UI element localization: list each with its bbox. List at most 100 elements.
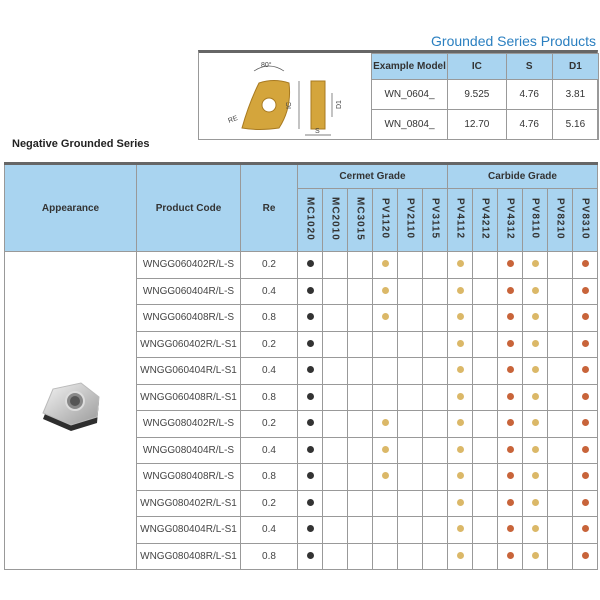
s-cell: 4.76 — [505, 109, 553, 140]
availability-dot-black — [306, 525, 314, 533]
grade-header-pv2110: PV2110 — [397, 188, 423, 252]
grade-cell-pv8110 — [522, 489, 548, 517]
re-cell: 0.4 — [240, 516, 298, 544]
grade-cell-pv2110 — [397, 251, 423, 279]
availability-dot-black — [306, 551, 314, 559]
s-cell: 4.76 — [505, 79, 553, 110]
availability-dot-orange — [506, 419, 514, 427]
s-label: S — [315, 128, 320, 135]
product-code-cell: WNGG080402R/L-S1 — [136, 489, 241, 517]
availability-dot-yellow — [456, 286, 464, 294]
availability-dot-orange — [506, 525, 514, 533]
re-cell: 0.2 — [240, 489, 298, 517]
grade-cell-mc1020 — [297, 489, 323, 517]
header-product-code: Product Code — [136, 162, 241, 252]
grade-header-pv3115: PV3115 — [422, 188, 448, 252]
availability-dot-orange — [506, 366, 514, 374]
grade-cell-pv2110 — [397, 410, 423, 438]
grade-cell-pv3115 — [422, 542, 448, 570]
grade-cell-pv8210 — [547, 357, 573, 385]
availability-dot-orange — [506, 339, 514, 347]
grade-cell-pv4212 — [472, 542, 498, 570]
grade-cell-pv1120 — [372, 251, 398, 279]
grade-cell-pv8210 — [547, 463, 573, 491]
availability-dot-yellow — [531, 392, 539, 400]
grade-cell-pv2110 — [397, 357, 423, 385]
availability-dot-orange — [581, 339, 589, 347]
product-code-cell: WNGG060404R/L-S1 — [136, 357, 241, 385]
availability-dot-orange — [506, 445, 514, 453]
grade-cell-mc3015 — [347, 436, 373, 464]
grade-cell-pv4312 — [497, 489, 523, 517]
grade-label: MC2010 — [329, 196, 341, 241]
grade-cell-pv8310 — [572, 383, 598, 411]
grade-cell-pv8310 — [572, 463, 598, 491]
product-code-cell: WNGG060402R/L-S1 — [136, 330, 241, 358]
availability-dot-orange — [506, 313, 514, 321]
grade-label: PV8210 — [554, 197, 566, 240]
grade-cell-pv4112 — [447, 436, 473, 464]
availability-dot-orange — [581, 525, 589, 533]
availability-dot-yellow — [456, 445, 464, 453]
re-label: RE — [227, 115, 239, 125]
grade-cell-mc1020 — [297, 251, 323, 279]
grade-cell-mc2010 — [322, 410, 348, 438]
availability-dot-yellow — [531, 498, 539, 506]
grade-cell-pv4112 — [447, 383, 473, 411]
angle-label: 80° — [261, 61, 272, 69]
grade-label: PV2110 — [404, 197, 416, 240]
availability-dot-orange — [581, 472, 589, 480]
re-cell: 0.4 — [240, 357, 298, 385]
product-code-cell: WNGG060408R/L-S — [136, 304, 241, 332]
availability-dot-orange — [581, 286, 589, 294]
availability-dot-black — [306, 260, 314, 268]
availability-dot-orange — [506, 498, 514, 506]
product-code-cell: WNGG080402R/L-S — [136, 410, 241, 438]
grade-cell-pv4212 — [472, 489, 498, 517]
grade-header-mc3015: MC3015 — [347, 188, 373, 252]
grade-cell-pv2110 — [397, 383, 423, 411]
availability-dot-black — [306, 392, 314, 400]
grade-cell-pv3115 — [422, 304, 448, 332]
grade-cell-mc3015 — [347, 463, 373, 491]
grade-label: PV4112 — [454, 197, 466, 240]
product-code-cell: WNGG080404R/L-S — [136, 436, 241, 464]
d1-cell: 3.81 — [551, 79, 600, 110]
grade-cell-pv8210 — [547, 489, 573, 517]
table-row: WNGG060404R/L-S 0.4 — [5, 277, 598, 305]
availability-dot-orange — [581, 445, 589, 453]
availability-dot-yellow — [456, 551, 464, 559]
grade-cell-pv8210 — [547, 330, 573, 358]
availability-dot-yellow — [456, 260, 464, 268]
grade-cell-pv8210 — [547, 383, 573, 411]
ic-label: IC — [286, 102, 293, 109]
re-cell: 0.4 — [240, 436, 298, 464]
grade-cell-pv3115 — [422, 516, 448, 544]
grade-cell-pv4312 — [497, 277, 523, 305]
grade-header-pv8110: PV8110 — [522, 188, 548, 252]
ic-cell: 9.525 — [447, 79, 507, 110]
availability-dot-orange — [581, 419, 589, 427]
availability-dot-orange — [506, 472, 514, 480]
grade-label: PV4212 — [479, 197, 491, 240]
grade-cell-pv2110 — [397, 463, 423, 491]
product-code-cell: WNGG080408R/L-S1 — [136, 542, 241, 570]
grade-cell-mc2010 — [322, 383, 348, 411]
grade-header-pv4312: PV4312 — [497, 188, 523, 252]
table-row: WNGG080408R/L-S1 0.8 — [5, 542, 598, 570]
grade-cell-pv3115 — [422, 330, 448, 358]
grade-cell-pv8110 — [522, 357, 548, 385]
grade-cell-pv4312 — [497, 251, 523, 279]
availability-dot-yellow — [531, 286, 539, 294]
grade-cell-mc3015 — [347, 542, 373, 570]
grade-cell-pv1120 — [372, 516, 398, 544]
grade-header-pv8210: PV8210 — [547, 188, 573, 252]
re-cell: 0.8 — [240, 542, 298, 570]
grade-cell-pv4212 — [472, 410, 498, 438]
grade-cell-pv4112 — [447, 463, 473, 491]
appearance-cell — [4, 251, 137, 570]
grade-cell-pv4212 — [472, 436, 498, 464]
re-cell: 0.8 — [240, 304, 298, 332]
availability-dot-yellow — [381, 419, 389, 427]
availability-dot-yellow — [531, 551, 539, 559]
